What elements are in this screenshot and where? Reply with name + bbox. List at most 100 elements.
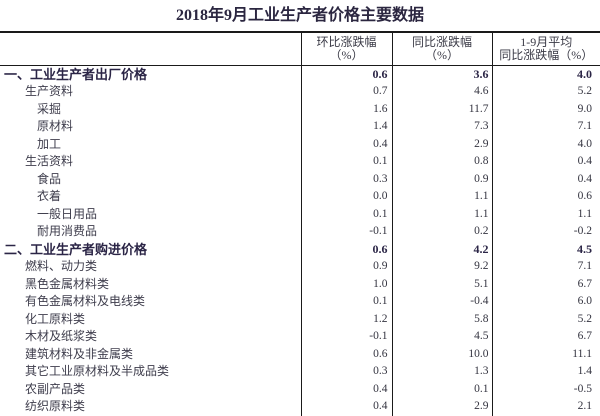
row-yoy-value: 2.9: [392, 136, 492, 154]
row-mom-value: 1.2: [301, 311, 392, 329]
row-ytd-avg-value: 7.1: [492, 118, 600, 136]
row-yoy-value: 7.3: [392, 118, 492, 136]
row-ytd-avg-value: 11.1: [492, 346, 600, 364]
header-ytd-avg-line2: 同比涨跌幅（%）: [493, 49, 600, 62]
row-label: 木材及纸浆类: [0, 328, 301, 346]
row-mom-value: 0.1: [301, 206, 392, 224]
row-label: 建筑材料及非金属类: [0, 346, 301, 364]
row-yoy-value: 1.1: [392, 206, 492, 224]
row-label: 农副产品类: [0, 381, 301, 399]
row-ytd-avg-value: 0.4: [492, 153, 600, 171]
header-row: 环比涨跌幅 （%） 同比涨跌幅 （%） 1-9月平均 同比涨跌幅（%）: [0, 32, 600, 66]
row-mom-value: 1.6: [301, 101, 392, 119]
row-yoy-value: 4.2: [392, 241, 492, 259]
row-mom-value: 0.6: [301, 241, 392, 259]
row-label: 化工原料类: [0, 311, 301, 329]
row-label: 耐用消费品: [0, 223, 301, 241]
row-ytd-avg-value: 6.0: [492, 293, 600, 311]
header-yoy-line2: （%）: [393, 49, 492, 62]
row-ytd-avg-value: 0.4: [492, 171, 600, 189]
row-ytd-avg-value: 2.1: [492, 398, 600, 416]
row-ytd-avg-value: 4.5: [492, 241, 600, 259]
row-label: 一般日用品: [0, 206, 301, 224]
row-ytd-avg-value: 0.6: [492, 188, 600, 206]
row-label: 衣着: [0, 188, 301, 206]
row-label: 加工: [0, 136, 301, 154]
row-label: 一、工业生产者出厂价格: [0, 66, 301, 84]
row-mom-value: 0.0: [301, 188, 392, 206]
header-row-label-column: [0, 32, 301, 66]
row-yoy-value: 4.6: [392, 83, 492, 101]
row-label: 黑色金属材料类: [0, 276, 301, 294]
row-yoy-value: 11.7: [392, 101, 492, 119]
row-ytd-avg-value: -0.2: [492, 223, 600, 241]
header-mom-line2: （%）: [302, 49, 392, 62]
row-yoy-value: 5.1: [392, 276, 492, 294]
row-mom-value: 1.4: [301, 118, 392, 136]
row-mom-value: 0.3: [301, 171, 392, 189]
header-ytd-avg-column: 1-9月平均 同比涨跌幅（%）: [492, 32, 600, 66]
row-yoy-value: 9.2: [392, 258, 492, 276]
row-yoy-value: 10.0: [392, 346, 492, 364]
row-mom-value: 0.3: [301, 363, 392, 381]
row-yoy-value: 0.8: [392, 153, 492, 171]
row-mom-value: 0.7: [301, 83, 392, 101]
row-mom-value: -0.1: [301, 328, 392, 346]
row-ytd-avg-value: 9.0: [492, 101, 600, 119]
row-mom-value: 0.4: [301, 398, 392, 416]
row-mom-value: -0.1: [301, 223, 392, 241]
row-label: 生活资料: [0, 153, 301, 171]
row-ytd-avg-value: 1.4: [492, 363, 600, 381]
row-yoy-value: -0.4: [392, 293, 492, 311]
row-mom-value: 0.4: [301, 381, 392, 399]
row-label: 纺织原料类: [0, 398, 301, 416]
row-mom-value: 0.6: [301, 66, 392, 84]
page-title: 2018年9月工业生产者价格主要数据: [0, 0, 600, 31]
row-label: 二、工业生产者购进价格: [0, 241, 301, 259]
row-mom-value: 0.4: [301, 136, 392, 154]
row-yoy-value: 0.2: [392, 223, 492, 241]
row-label: 采掘: [0, 101, 301, 119]
header-mom-column: 环比涨跌幅 （%）: [301, 32, 392, 66]
row-yoy-value: 1.1: [392, 188, 492, 206]
row-ytd-avg-value: 5.2: [492, 311, 600, 329]
row-mom-value: 0.1: [301, 153, 392, 171]
row-yoy-value: 0.9: [392, 171, 492, 189]
row-label: 燃料、动力类: [0, 258, 301, 276]
row-ytd-avg-value: 4.0: [492, 66, 600, 84]
row-mom-value: 0.1: [301, 293, 392, 311]
row-ytd-avg-value: 1.1: [492, 206, 600, 224]
row-ytd-avg-value: -0.5: [492, 381, 600, 399]
header-yoy-column: 同比涨跌幅 （%）: [392, 32, 492, 66]
row-ytd-avg-value: 6.7: [492, 328, 600, 346]
row-yoy-value: 0.1: [392, 381, 492, 399]
ppi-table: 环比涨跌幅 （%） 同比涨跌幅 （%） 1-9月平均 同比涨跌幅（%） 一、工业…: [0, 31, 600, 416]
row-ytd-avg-value: 7.1: [492, 258, 600, 276]
row-label: 生产资料: [0, 83, 301, 101]
row-mom-value: 0.6: [301, 346, 392, 364]
row-ytd-avg-value: 4.0: [492, 136, 600, 154]
row-yoy-value: 5.8: [392, 311, 492, 329]
row-mom-value: 1.0: [301, 276, 392, 294]
row-ytd-avg-value: 5.2: [492, 83, 600, 101]
